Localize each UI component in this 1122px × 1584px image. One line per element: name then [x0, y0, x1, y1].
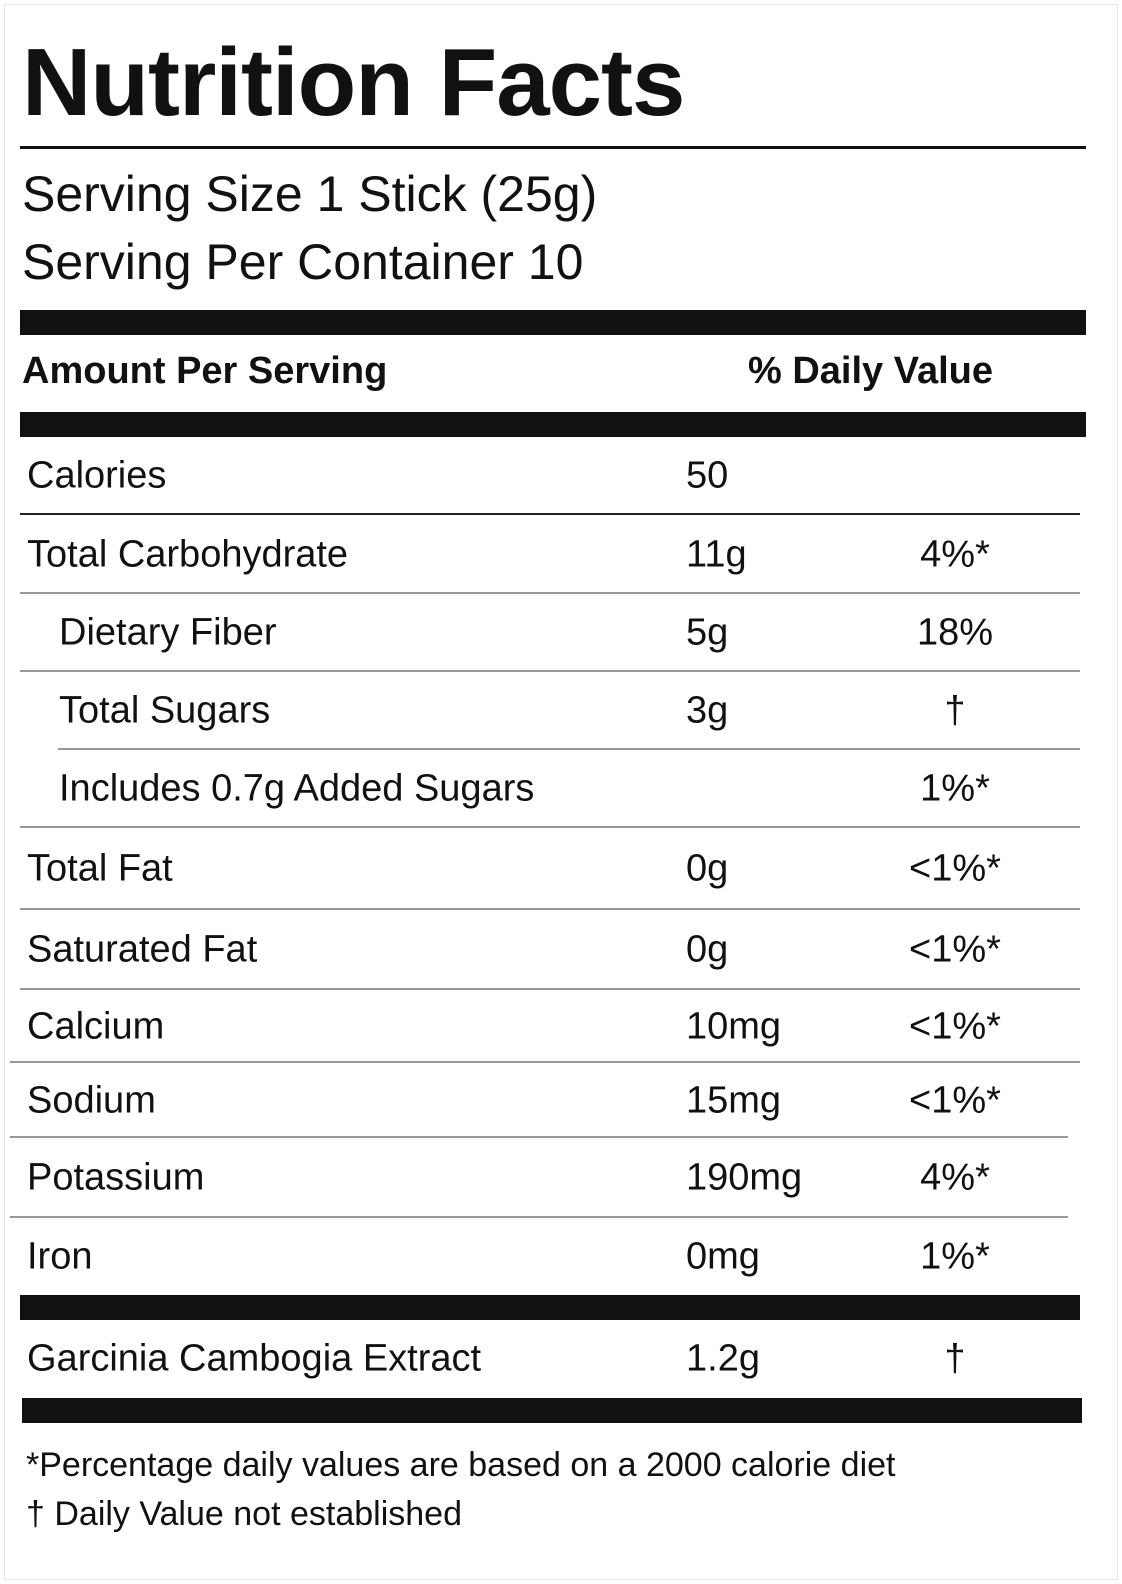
amount-per-serving-header: Amount Per Serving: [22, 350, 388, 392]
table-row: Sodium 15mg <1%*: [0, 1063, 1122, 1138]
daily-value-header: % Daily Value: [748, 350, 994, 392]
nutrient-daily-value: †: [944, 689, 966, 732]
nutrient-daily-value: 18%: [916, 611, 994, 654]
serving-size: Serving Size 1 Stick (25g): [22, 166, 598, 222]
nutrient-amount: 10mg: [686, 1005, 782, 1047]
nutrient-amount: 0g: [686, 847, 729, 890]
divider-thick: [20, 412, 1086, 437]
nutrient-daily-value: <1%*: [909, 1005, 1001, 1047]
nutrient-daily-value: 1%*: [920, 1235, 990, 1277]
nutrient-name: Iron: [27, 1235, 93, 1277]
nutrient-name: Total Sugars: [59, 689, 271, 732]
nutrient-daily-value: 1%*: [920, 767, 990, 810]
label-frame: [4, 4, 1118, 1580]
nutrient-amount: 190mg: [686, 1156, 803, 1199]
nutrient-amount: 50: [686, 454, 729, 497]
nutrient-daily-value: <1%*: [909, 1079, 1001, 1121]
table-row: Total Fat 0g <1%*: [0, 828, 1122, 910]
table-row: Iron 0mg 1%*: [0, 1218, 1122, 1295]
divider-thick: [20, 310, 1086, 335]
row-divider: [58, 748, 1080, 750]
table-row: Dietary Fiber 5g 18%: [0, 594, 1122, 672]
footnote-daily-values: *Percentage daily values are based on a …: [26, 1446, 896, 1484]
table-row: Includes 0.7g Added Sugars 1%*: [0, 750, 1122, 828]
nutrient-name: Calcium: [27, 1005, 165, 1047]
nutrient-daily-value: †: [944, 1337, 966, 1380]
nutrient-name: Sodium: [27, 1079, 156, 1121]
table-row: Potassium 190mg 4%*: [0, 1138, 1122, 1218]
row-divider: [20, 826, 1080, 828]
table-row: Total Sugars 3g †: [0, 672, 1122, 750]
nutrient-name: Garcinia Cambogia Extract: [27, 1337, 482, 1380]
row-divider: [10, 1136, 1068, 1138]
nutrient-name: Potassium: [27, 1156, 205, 1199]
divider-thick: [22, 1398, 1082, 1423]
nutrient-name: Total Carbohydrate: [27, 533, 349, 575]
nutrient-amount: 15mg: [686, 1079, 782, 1121]
nutrient-daily-value: 4%*: [920, 533, 990, 575]
nutrient-daily-value: 4%*: [920, 1156, 990, 1199]
nutrient-name: Dietary Fiber: [59, 611, 277, 654]
row-divider: [10, 1061, 1080, 1063]
nutrient-amount: 5g: [686, 611, 729, 654]
divider-thick: [20, 1295, 1080, 1320]
nutrient-name: Saturated Fat: [27, 928, 258, 971]
nutrient-amount: 0mg: [686, 1235, 760, 1277]
table-row: Calcium 10mg <1%*: [0, 990, 1122, 1063]
table-row: Saturated Fat 0g <1%*: [0, 910, 1122, 990]
nutrient-name: Includes 0.7g Added Sugars: [59, 767, 535, 810]
extract-row: Garcinia Cambogia Extract 1.2g †: [0, 1320, 1122, 1398]
nutrient-name: Calories: [27, 454, 167, 497]
nutrient-name: Total Fat: [27, 847, 173, 890]
servings-per-container: Serving Per Container 10: [22, 234, 584, 290]
divider-thin: [20, 146, 1086, 149]
nutrient-daily-value: <1%*: [909, 928, 1001, 971]
footnote-not-established: † Daily Value not established: [26, 1495, 462, 1533]
row-divider: [10, 1216, 1068, 1218]
label-title: Nutrition Facts: [22, 29, 685, 136]
nutrient-amount: 3g: [686, 689, 729, 732]
nutrient-daily-value: <1%*: [909, 847, 1001, 890]
row-divider: [20, 988, 1080, 990]
row-divider: [20, 513, 1080, 515]
row-divider: [20, 908, 1080, 910]
nutrient-amount: 11g: [686, 533, 747, 575]
table-row: Calories 50: [0, 437, 1122, 515]
nutrient-amount: 1.2g: [686, 1337, 760, 1380]
nutrient-amount: 0g: [686, 928, 729, 971]
table-row: Total Carbohydrate 11g 4%*: [0, 515, 1122, 594]
row-divider: [20, 592, 1080, 594]
row-divider: [20, 670, 1080, 672]
